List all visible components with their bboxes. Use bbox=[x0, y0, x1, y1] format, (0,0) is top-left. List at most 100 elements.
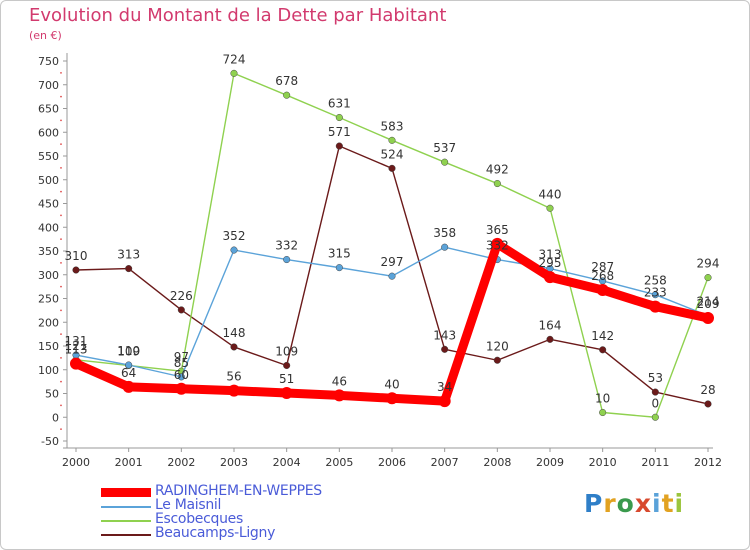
legend-item-beaucamps-ligny: Beaucamps-Ligny bbox=[101, 525, 421, 542]
data-point bbox=[122, 380, 135, 393]
legend-label: Le Maisnil bbox=[155, 497, 222, 513]
data-label: 332 bbox=[275, 239, 298, 253]
minor-tick bbox=[60, 119, 62, 122]
data-label: 34 bbox=[437, 380, 452, 394]
data-point bbox=[280, 387, 293, 400]
data-label: 164 bbox=[539, 318, 562, 332]
data-label: 297 bbox=[381, 255, 404, 269]
data-point bbox=[704, 400, 712, 408]
x-tick-label: 2007 bbox=[431, 456, 459, 469]
x-tick-label: 2010 bbox=[589, 456, 617, 469]
data-point bbox=[230, 246, 238, 254]
minor-tick bbox=[60, 404, 62, 407]
data-label: 51 bbox=[279, 372, 294, 386]
minor-tick bbox=[60, 428, 62, 431]
data-label: 724 bbox=[223, 52, 246, 66]
data-point bbox=[177, 306, 185, 314]
series-beaucamps-ligny bbox=[72, 142, 712, 408]
data-point bbox=[125, 361, 133, 369]
data-label: 358 bbox=[433, 226, 456, 240]
data-label: 28 bbox=[700, 383, 715, 397]
data-label: 109 bbox=[117, 344, 140, 358]
data-label: 109 bbox=[275, 344, 298, 358]
minor-tick bbox=[60, 71, 62, 74]
legend-item-le-maisnil: Le Maisnil bbox=[101, 497, 421, 514]
logo-letter: t bbox=[661, 489, 675, 518]
data-label: 64 bbox=[121, 366, 136, 380]
data-point bbox=[651, 388, 659, 396]
legend-swatch bbox=[101, 506, 151, 508]
data-point bbox=[283, 255, 291, 264]
data-label: 352 bbox=[223, 229, 246, 243]
data-label: 110 bbox=[117, 344, 140, 358]
data-label: 97 bbox=[174, 350, 189, 364]
legend-item-escobecques: Escobecques bbox=[101, 511, 421, 528]
x-tick-label: 2006 bbox=[378, 456, 406, 469]
chart-title: Evolution du Montant de la Dette par Hab… bbox=[29, 5, 447, 26]
y-tick-label: 50 bbox=[45, 388, 59, 401]
minor-tick bbox=[60, 143, 62, 146]
data-label: 295 bbox=[539, 256, 562, 270]
data-point bbox=[493, 180, 501, 188]
data-label: 131 bbox=[65, 334, 88, 348]
logo-letter: P bbox=[584, 489, 604, 518]
data-point bbox=[388, 164, 396, 172]
data-label: 142 bbox=[591, 329, 614, 343]
legend-swatch bbox=[101, 488, 151, 497]
data-point bbox=[651, 291, 659, 299]
data-label: 53 bbox=[648, 371, 663, 385]
data-point bbox=[544, 271, 556, 284]
minor-tick bbox=[60, 166, 62, 169]
y-tick-label: -50 bbox=[41, 435, 59, 448]
y-tick-label: 600 bbox=[38, 126, 59, 139]
minor-tick bbox=[60, 309, 62, 312]
series-radinghem-en-weppes bbox=[70, 237, 714, 408]
data-label: 214 bbox=[697, 295, 720, 309]
minor-tick bbox=[60, 333, 62, 336]
legend-label: Beaucamps-Ligny bbox=[155, 525, 276, 541]
y-tick-label: 200 bbox=[38, 316, 59, 329]
data-label: 571 bbox=[328, 125, 351, 139]
data-label: 258 bbox=[644, 274, 667, 288]
data-point bbox=[388, 136, 396, 144]
data-point bbox=[283, 91, 291, 99]
data-point bbox=[438, 395, 451, 408]
data-label: 440 bbox=[539, 187, 562, 201]
data-point bbox=[175, 382, 188, 395]
x-tick-label: 2009 bbox=[536, 456, 564, 469]
y-tick-label: 450 bbox=[38, 198, 59, 211]
y-tick-label: 550 bbox=[38, 150, 59, 163]
data-label: 537 bbox=[433, 141, 456, 155]
data-label: 0 bbox=[652, 396, 660, 410]
data-label: 56 bbox=[226, 370, 241, 384]
data-point bbox=[283, 361, 291, 370]
data-point bbox=[649, 300, 662, 313]
logo-letter: i bbox=[674, 489, 685, 518]
data-point bbox=[599, 408, 607, 417]
data-label: 10 bbox=[595, 392, 610, 406]
proxiti-logo: Proxiti bbox=[584, 489, 684, 518]
data-point bbox=[335, 113, 343, 122]
x-tick-label: 2001 bbox=[115, 456, 143, 469]
data-point bbox=[72, 266, 80, 274]
data-point bbox=[125, 265, 133, 273]
data-label: 313 bbox=[539, 248, 562, 262]
x-tick-label: 2011 bbox=[641, 456, 669, 469]
data-point bbox=[386, 392, 398, 405]
y-tick-label: 750 bbox=[38, 55, 59, 68]
data-point bbox=[599, 346, 607, 354]
legend-label: Escobecques bbox=[155, 511, 243, 527]
data-point bbox=[335, 264, 343, 272]
data-point bbox=[228, 384, 240, 397]
y-tick-label: 500 bbox=[38, 174, 59, 187]
data-label: 332 bbox=[486, 239, 509, 253]
data-label: 226 bbox=[170, 289, 193, 303]
x-tick-label: 2012 bbox=[694, 456, 722, 469]
data-label: 40 bbox=[384, 377, 399, 391]
data-label: 46 bbox=[332, 374, 347, 388]
data-point bbox=[704, 274, 712, 282]
data-label: 678 bbox=[275, 74, 298, 88]
data-point bbox=[493, 356, 501, 364]
